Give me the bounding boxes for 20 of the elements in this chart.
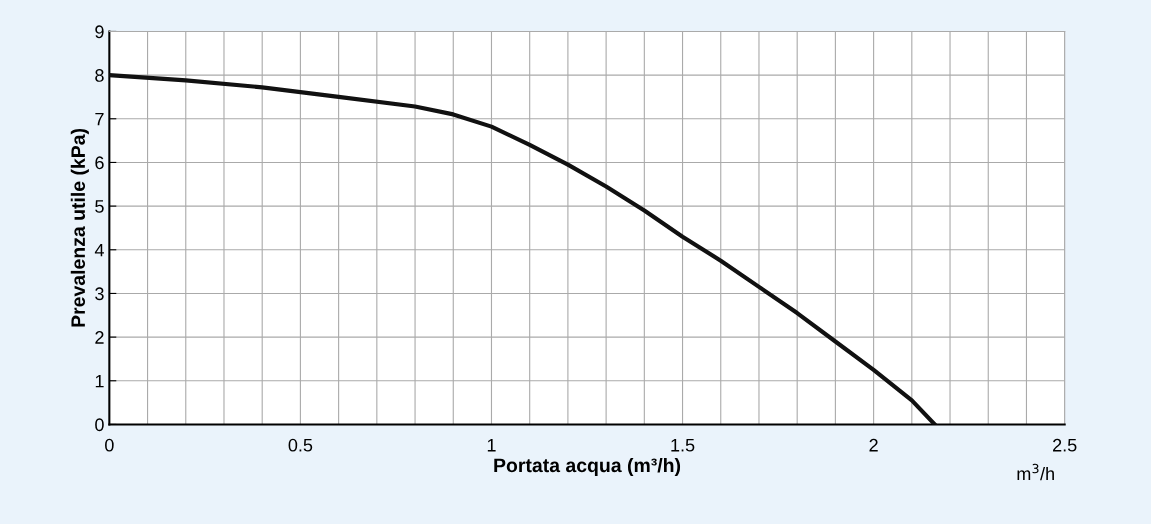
y-tick-label: 3 <box>95 287 104 301</box>
y-tick-label: 0 <box>95 418 104 432</box>
y-tick-label: 1 <box>95 374 104 388</box>
text: m$^{3}$/h <box>1017 463 1054 481</box>
y-tick-label: 8 <box>95 69 104 82</box>
y-tick-label: 2 <box>95 331 104 344</box>
x-tick-label: 1.5 <box>671 438 695 452</box>
x-tick-label: 0 <box>105 438 114 452</box>
y-tick-label: 6 <box>95 156 104 170</box>
x-tick-label: 0.5 <box>288 438 313 452</box>
y-tick-label: 5 <box>95 200 104 213</box>
y-axis-title: Prevalenza utile (kPa) <box>70 128 89 327</box>
y-tick-label: 4 <box>94 243 104 257</box>
x-tick-label: 1 <box>487 438 496 452</box>
line-series <box>109 73 937 425</box>
y-tick-label: 9 <box>95 25 104 39</box>
y-tick-label: 7 <box>95 112 104 126</box>
x-tick-label: 2.5 <box>1053 438 1077 452</box>
x-axis-title: Portata acqua (m³/h) <box>494 457 681 477</box>
x-tick-label: 2 <box>869 438 878 452</box>
